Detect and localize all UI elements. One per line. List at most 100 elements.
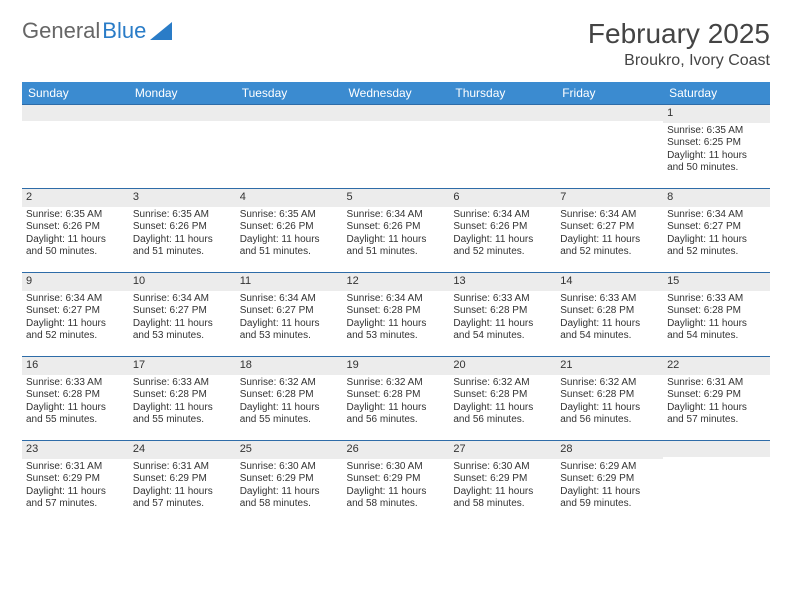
weekday-header: Monday xyxy=(129,82,236,105)
sunset-text: Sunset: 6:29 PM xyxy=(240,473,339,486)
day-details: Sunrise: 6:34 AMSunset: 6:27 PMDaylight:… xyxy=(133,293,232,343)
calendar-cell: 10 Sunrise: 6:34 AMSunset: 6:27 PMDayligh… xyxy=(129,273,236,357)
daylight-text: Daylight: 11 hours and 52 minutes. xyxy=(26,318,125,343)
day-number: 16 xyxy=(22,357,129,375)
calendar-cell: 17Sunrise: 6:33 AMSunset: 6:28 PMDayligh… xyxy=(129,357,236,441)
calendar-week-row: 2Sunrise: 6:35 AMSunset: 6:26 PMDaylight… xyxy=(22,189,770,273)
daylight-text: Daylight: 11 hours and 58 minutes. xyxy=(240,486,339,511)
calendar-week-row: 1Sunrise: 6:35 AMSunset: 6:25 PMDaylight… xyxy=(22,105,770,189)
day-details: Sunrise: 6:33 AMSunset: 6:28 PMDaylight:… xyxy=(560,293,659,343)
day-details: Sunrise: 6:35 AMSunset: 6:26 PMDaylight:… xyxy=(240,209,339,259)
sunset-text: Sunset: 6:29 PM xyxy=(560,473,659,486)
day-number: 6 xyxy=(449,189,556,207)
day-number xyxy=(663,441,770,457)
calendar-cell: 22 Sunrise: 6:31 AMSunset: 6:29 PMDayligh… xyxy=(663,357,770,441)
sunset-text: Sunset: 6:27 PM xyxy=(133,305,232,318)
weekday-header: Friday xyxy=(556,82,663,105)
calendar-week-row: 23Sunrise: 6:31 AMSunset: 6:29 PMDayligh… xyxy=(22,441,770,525)
sunrise-text: Sunrise: 6:32 AM xyxy=(347,377,446,390)
calendar-cell xyxy=(663,441,770,525)
sunset-text: Sunset: 6:28 PM xyxy=(347,389,446,402)
sunrise-text: Sunrise: 6:32 AM xyxy=(453,377,552,390)
calendar-cell: 18Sunrise: 6:32 AMSunset: 6:28 PMDayligh… xyxy=(236,357,343,441)
sunrise-text: Sunrise: 6:31 AM xyxy=(133,461,232,474)
sunset-text: Sunset: 6:28 PM xyxy=(133,389,232,402)
sunrise-text: Sunrise: 6:34 AM xyxy=(347,209,446,222)
day-number: 17 xyxy=(129,357,236,375)
sunset-text: Sunset: 6:28 PM xyxy=(560,389,659,402)
calendar-cell: 13Sunrise: 6:33 AMSunset: 6:28 PMDayligh… xyxy=(449,273,556,357)
day-number: 7 xyxy=(556,189,663,207)
daylight-text: Daylight: 11 hours and 58 minutes. xyxy=(347,486,446,511)
day-details: Sunrise: 6:31 AMSunset: 6:29 PMDaylight:… xyxy=(26,461,125,511)
daylight-text: Daylight: 11 hours and 56 minutes. xyxy=(453,402,552,427)
day-details: Sunrise: 6:34 AMSunset: 6:26 PMDaylight:… xyxy=(347,209,446,259)
daylight-text: Daylight: 11 hours and 52 minutes. xyxy=(667,234,766,259)
day-details: Sunrise: 6:34 AMSunset: 6:27 PMDaylight:… xyxy=(240,293,339,343)
calendar-cell: 12 Sunrise: 6:34 AMSunset: 6:28 PMDayligh… xyxy=(343,273,450,357)
logo: GeneralBlue xyxy=(22,18,172,44)
calendar-cell xyxy=(22,105,129,189)
sunrise-text: Sunrise: 6:33 AM xyxy=(667,293,766,306)
calendar-cell: 7Sunrise: 6:34 AMSunset: 6:27 PMDaylight… xyxy=(556,189,663,273)
sunset-text: Sunset: 6:27 PM xyxy=(240,305,339,318)
daylight-text: Daylight: 11 hours and 57 minutes. xyxy=(667,402,766,427)
sunset-text: Sunset: 6:26 PM xyxy=(133,221,232,234)
day-details: Sunrise: 6:34 AMSunset: 6:27 PMDaylight:… xyxy=(26,293,125,343)
day-details: Sunrise: 6:31 AMSunset: 6:29 PMDaylight:… xyxy=(133,461,232,511)
daylight-text: Daylight: 11 hours and 57 minutes. xyxy=(26,486,125,511)
calendar-cell xyxy=(236,105,343,189)
day-details: Sunrise: 6:35 AMSunset: 6:26 PMDaylight:… xyxy=(133,209,232,259)
day-number xyxy=(449,105,556,121)
day-number: 10 xyxy=(129,273,236,291)
calendar-cell: 24Sunrise: 6:31 AMSunset: 6:29 PMDayligh… xyxy=(129,441,236,525)
sunrise-text: Sunrise: 6:34 AM xyxy=(667,209,766,222)
day-details: Sunrise: 6:33 AMSunset: 6:28 PMDaylight:… xyxy=(667,293,766,343)
daylight-text: Daylight: 11 hours and 50 minutes. xyxy=(667,150,766,175)
sunrise-text: Sunrise: 6:32 AM xyxy=(560,377,659,390)
day-details: Sunrise: 6:31 AMSunset: 6:29 PMDaylight:… xyxy=(667,377,766,427)
sunset-text: Sunset: 6:26 PM xyxy=(240,221,339,234)
day-number: 3 xyxy=(129,189,236,207)
day-number: 15 xyxy=(663,273,770,291)
sunset-text: Sunset: 6:26 PM xyxy=(26,221,125,234)
sunset-text: Sunset: 6:26 PM xyxy=(453,221,552,234)
day-details: Sunrise: 6:29 AMSunset: 6:29 PMDaylight:… xyxy=(560,461,659,511)
day-number xyxy=(236,105,343,121)
sunset-text: Sunset: 6:26 PM xyxy=(347,221,446,234)
calendar-week-row: 16Sunrise: 6:33 AMSunset: 6:28 PMDayligh… xyxy=(22,357,770,441)
calendar-cell: 21Sunrise: 6:32 AMSunset: 6:28 PMDayligh… xyxy=(556,357,663,441)
daylight-text: Daylight: 11 hours and 53 minutes. xyxy=(133,318,232,343)
calendar-cell: 8Sunrise: 6:34 AMSunset: 6:27 PMDaylight… xyxy=(663,189,770,273)
sunset-text: Sunset: 6:29 PM xyxy=(453,473,552,486)
daylight-text: Daylight: 11 hours and 51 minutes. xyxy=(133,234,232,259)
day-details: Sunrise: 6:32 AMSunset: 6:28 PMDaylight:… xyxy=(453,377,552,427)
logo-text-2: Blue xyxy=(102,18,146,44)
day-details: Sunrise: 6:30 AMSunset: 6:29 PMDaylight:… xyxy=(453,461,552,511)
sunrise-text: Sunrise: 6:30 AM xyxy=(347,461,446,474)
day-details: Sunrise: 6:34 AMSunset: 6:28 PMDaylight:… xyxy=(347,293,446,343)
sunrise-text: Sunrise: 6:35 AM xyxy=(240,209,339,222)
daylight-text: Daylight: 11 hours and 56 minutes. xyxy=(560,402,659,427)
daylight-text: Daylight: 11 hours and 54 minutes. xyxy=(560,318,659,343)
calendar-cell: 27Sunrise: 6:30 AMSunset: 6:29 PMDayligh… xyxy=(449,441,556,525)
location: Broukro, Ivory Coast xyxy=(588,52,770,70)
sunrise-text: Sunrise: 6:33 AM xyxy=(26,377,125,390)
daylight-text: Daylight: 11 hours and 50 minutes. xyxy=(26,234,125,259)
calendar-cell: 5Sunrise: 6:34 AMSunset: 6:26 PMDaylight… xyxy=(343,189,450,273)
sunrise-text: Sunrise: 6:35 AM xyxy=(26,209,125,222)
day-number: 26 xyxy=(343,441,450,459)
daylight-text: Daylight: 11 hours and 57 minutes. xyxy=(133,486,232,511)
weekday-header: Thursday xyxy=(449,82,556,105)
calendar-cell: 4Sunrise: 6:35 AMSunset: 6:26 PMDaylight… xyxy=(236,189,343,273)
day-number: 22 xyxy=(663,357,770,375)
calendar-cell: 20Sunrise: 6:32 AMSunset: 6:28 PMDayligh… xyxy=(449,357,556,441)
daylight-text: Daylight: 11 hours and 53 minutes. xyxy=(347,318,446,343)
sunset-text: Sunset: 6:27 PM xyxy=(26,305,125,318)
logo-triangle-icon xyxy=(150,22,172,40)
sunrise-text: Sunrise: 6:34 AM xyxy=(347,293,446,306)
day-number: 12 xyxy=(343,273,450,291)
sunset-text: Sunset: 6:29 PM xyxy=(667,389,766,402)
day-number: 28 xyxy=(556,441,663,459)
day-details: Sunrise: 6:35 AMSunset: 6:25 PMDaylight:… xyxy=(667,125,766,175)
